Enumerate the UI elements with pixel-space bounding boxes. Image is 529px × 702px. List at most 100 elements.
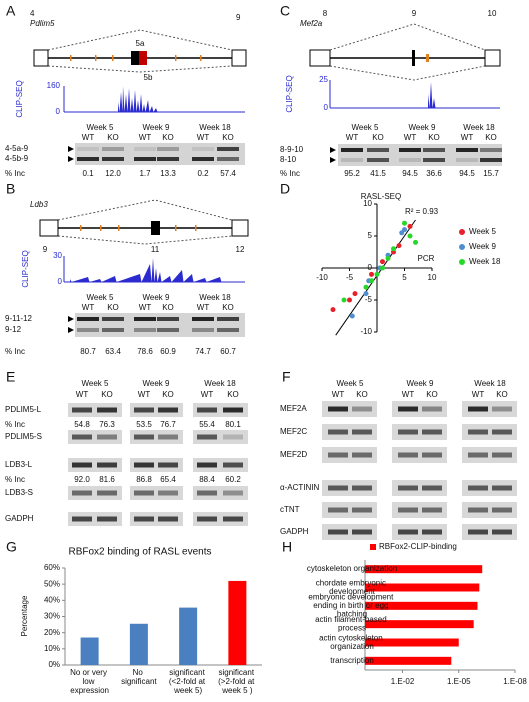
shape bbox=[367, 148, 389, 152]
exon-label: 9 bbox=[43, 245, 48, 254]
shape bbox=[322, 502, 377, 518]
shape bbox=[322, 424, 377, 440]
shape bbox=[157, 317, 179, 321]
week-label: Week 18 bbox=[204, 379, 236, 388]
legend-label: Week 9 bbox=[469, 242, 497, 251]
shape bbox=[352, 485, 372, 491]
shape bbox=[134, 462, 154, 468]
lane-label: KO bbox=[496, 390, 508, 399]
shape bbox=[217, 157, 239, 161]
shape bbox=[492, 529, 512, 535]
point bbox=[407, 233, 413, 239]
shape bbox=[200, 55, 202, 61]
shape bbox=[462, 480, 517, 496]
shape bbox=[77, 157, 99, 161]
shape bbox=[352, 429, 372, 435]
inc-value: 0.2 bbox=[197, 169, 209, 178]
week-label: Week 5 bbox=[82, 379, 110, 388]
legend-marker bbox=[370, 544, 376, 550]
shape bbox=[462, 524, 517, 540]
y-tick-label: 40% bbox=[44, 595, 60, 604]
inc-value: 94.5 bbox=[402, 169, 418, 178]
shape bbox=[75, 313, 245, 337]
row-label: PDLIM5-S bbox=[5, 432, 42, 441]
y-tick-label: actin filament-based process bbox=[315, 615, 389, 633]
shape bbox=[480, 148, 502, 152]
panel-label: D bbox=[280, 181, 290, 197]
shape bbox=[231, 219, 249, 237]
shape bbox=[72, 490, 92, 496]
inc-value: 78.6 bbox=[137, 347, 153, 356]
shape bbox=[399, 148, 421, 152]
shape bbox=[80, 225, 82, 231]
lane-label: WT bbox=[472, 390, 485, 399]
week-label: Week 18 bbox=[474, 379, 506, 388]
inc-value: 74.7 bbox=[195, 347, 211, 356]
x-tick-label: No significant bbox=[121, 668, 157, 686]
shape bbox=[134, 407, 154, 413]
lane-label: KO bbox=[162, 390, 174, 399]
point bbox=[402, 220, 407, 226]
row-label: MEF2D bbox=[280, 450, 307, 459]
x-tick-label: significant (>2-fold at week 5 ) bbox=[218, 668, 256, 695]
shape bbox=[412, 50, 415, 66]
shape bbox=[134, 516, 154, 522]
trendline bbox=[335, 219, 416, 336]
y-tick-label: 30% bbox=[44, 612, 60, 621]
shape bbox=[426, 54, 429, 62]
inc-value: 63.4 bbox=[105, 347, 121, 356]
exon-label: 11 bbox=[151, 245, 160, 254]
shape bbox=[398, 406, 418, 412]
shape bbox=[468, 507, 488, 513]
lane-label: KO bbox=[107, 303, 119, 312]
shape bbox=[338, 144, 502, 166]
x-tick-label: 1.E-08 bbox=[503, 677, 527, 686]
y-tick-label: 20% bbox=[44, 628, 60, 637]
clip-tick: 0 bbox=[58, 277, 63, 286]
legend-label: Week 5 bbox=[469, 227, 497, 236]
shape bbox=[468, 406, 488, 412]
shape bbox=[197, 490, 217, 496]
shape bbox=[102, 157, 124, 161]
shape bbox=[322, 480, 377, 496]
shape bbox=[68, 403, 122, 417]
shape bbox=[97, 490, 117, 496]
splice-line bbox=[57, 235, 233, 245]
week-label: Week 18 bbox=[199, 123, 231, 132]
point bbox=[385, 255, 391, 261]
inc-label: % Inc bbox=[5, 169, 25, 178]
shape bbox=[158, 490, 178, 496]
bar bbox=[80, 637, 99, 665]
shape bbox=[462, 447, 517, 463]
y-tick-label: actin cytoskeleton organization bbox=[319, 633, 385, 651]
clip-label: CLIP-SEQ bbox=[285, 75, 294, 112]
shape bbox=[158, 434, 178, 440]
shape bbox=[112, 55, 114, 61]
shape bbox=[398, 485, 418, 491]
shape bbox=[423, 158, 445, 162]
panel-label: A bbox=[6, 3, 16, 19]
legend-marker bbox=[459, 244, 465, 250]
shape bbox=[341, 158, 363, 162]
point bbox=[369, 271, 374, 277]
shape bbox=[367, 158, 389, 162]
shape bbox=[131, 51, 139, 65]
clip-tick: 25 bbox=[319, 75, 328, 84]
inc-value: 57.4 bbox=[220, 169, 236, 178]
bar bbox=[228, 580, 247, 665]
arrow bbox=[68, 316, 74, 322]
shape bbox=[352, 406, 372, 412]
bar bbox=[365, 638, 459, 647]
panel-label: F bbox=[282, 369, 291, 385]
week-label: Week 9 bbox=[407, 379, 435, 388]
shape bbox=[193, 486, 248, 500]
shape bbox=[197, 407, 217, 413]
panel-label: H bbox=[282, 539, 292, 555]
arrow bbox=[68, 156, 74, 162]
shape bbox=[492, 485, 512, 491]
row-label: GADPH bbox=[5, 514, 34, 523]
y-tick-label: 5 bbox=[368, 231, 373, 240]
shape bbox=[462, 401, 517, 417]
y-tick-label: -5 bbox=[365, 295, 373, 304]
